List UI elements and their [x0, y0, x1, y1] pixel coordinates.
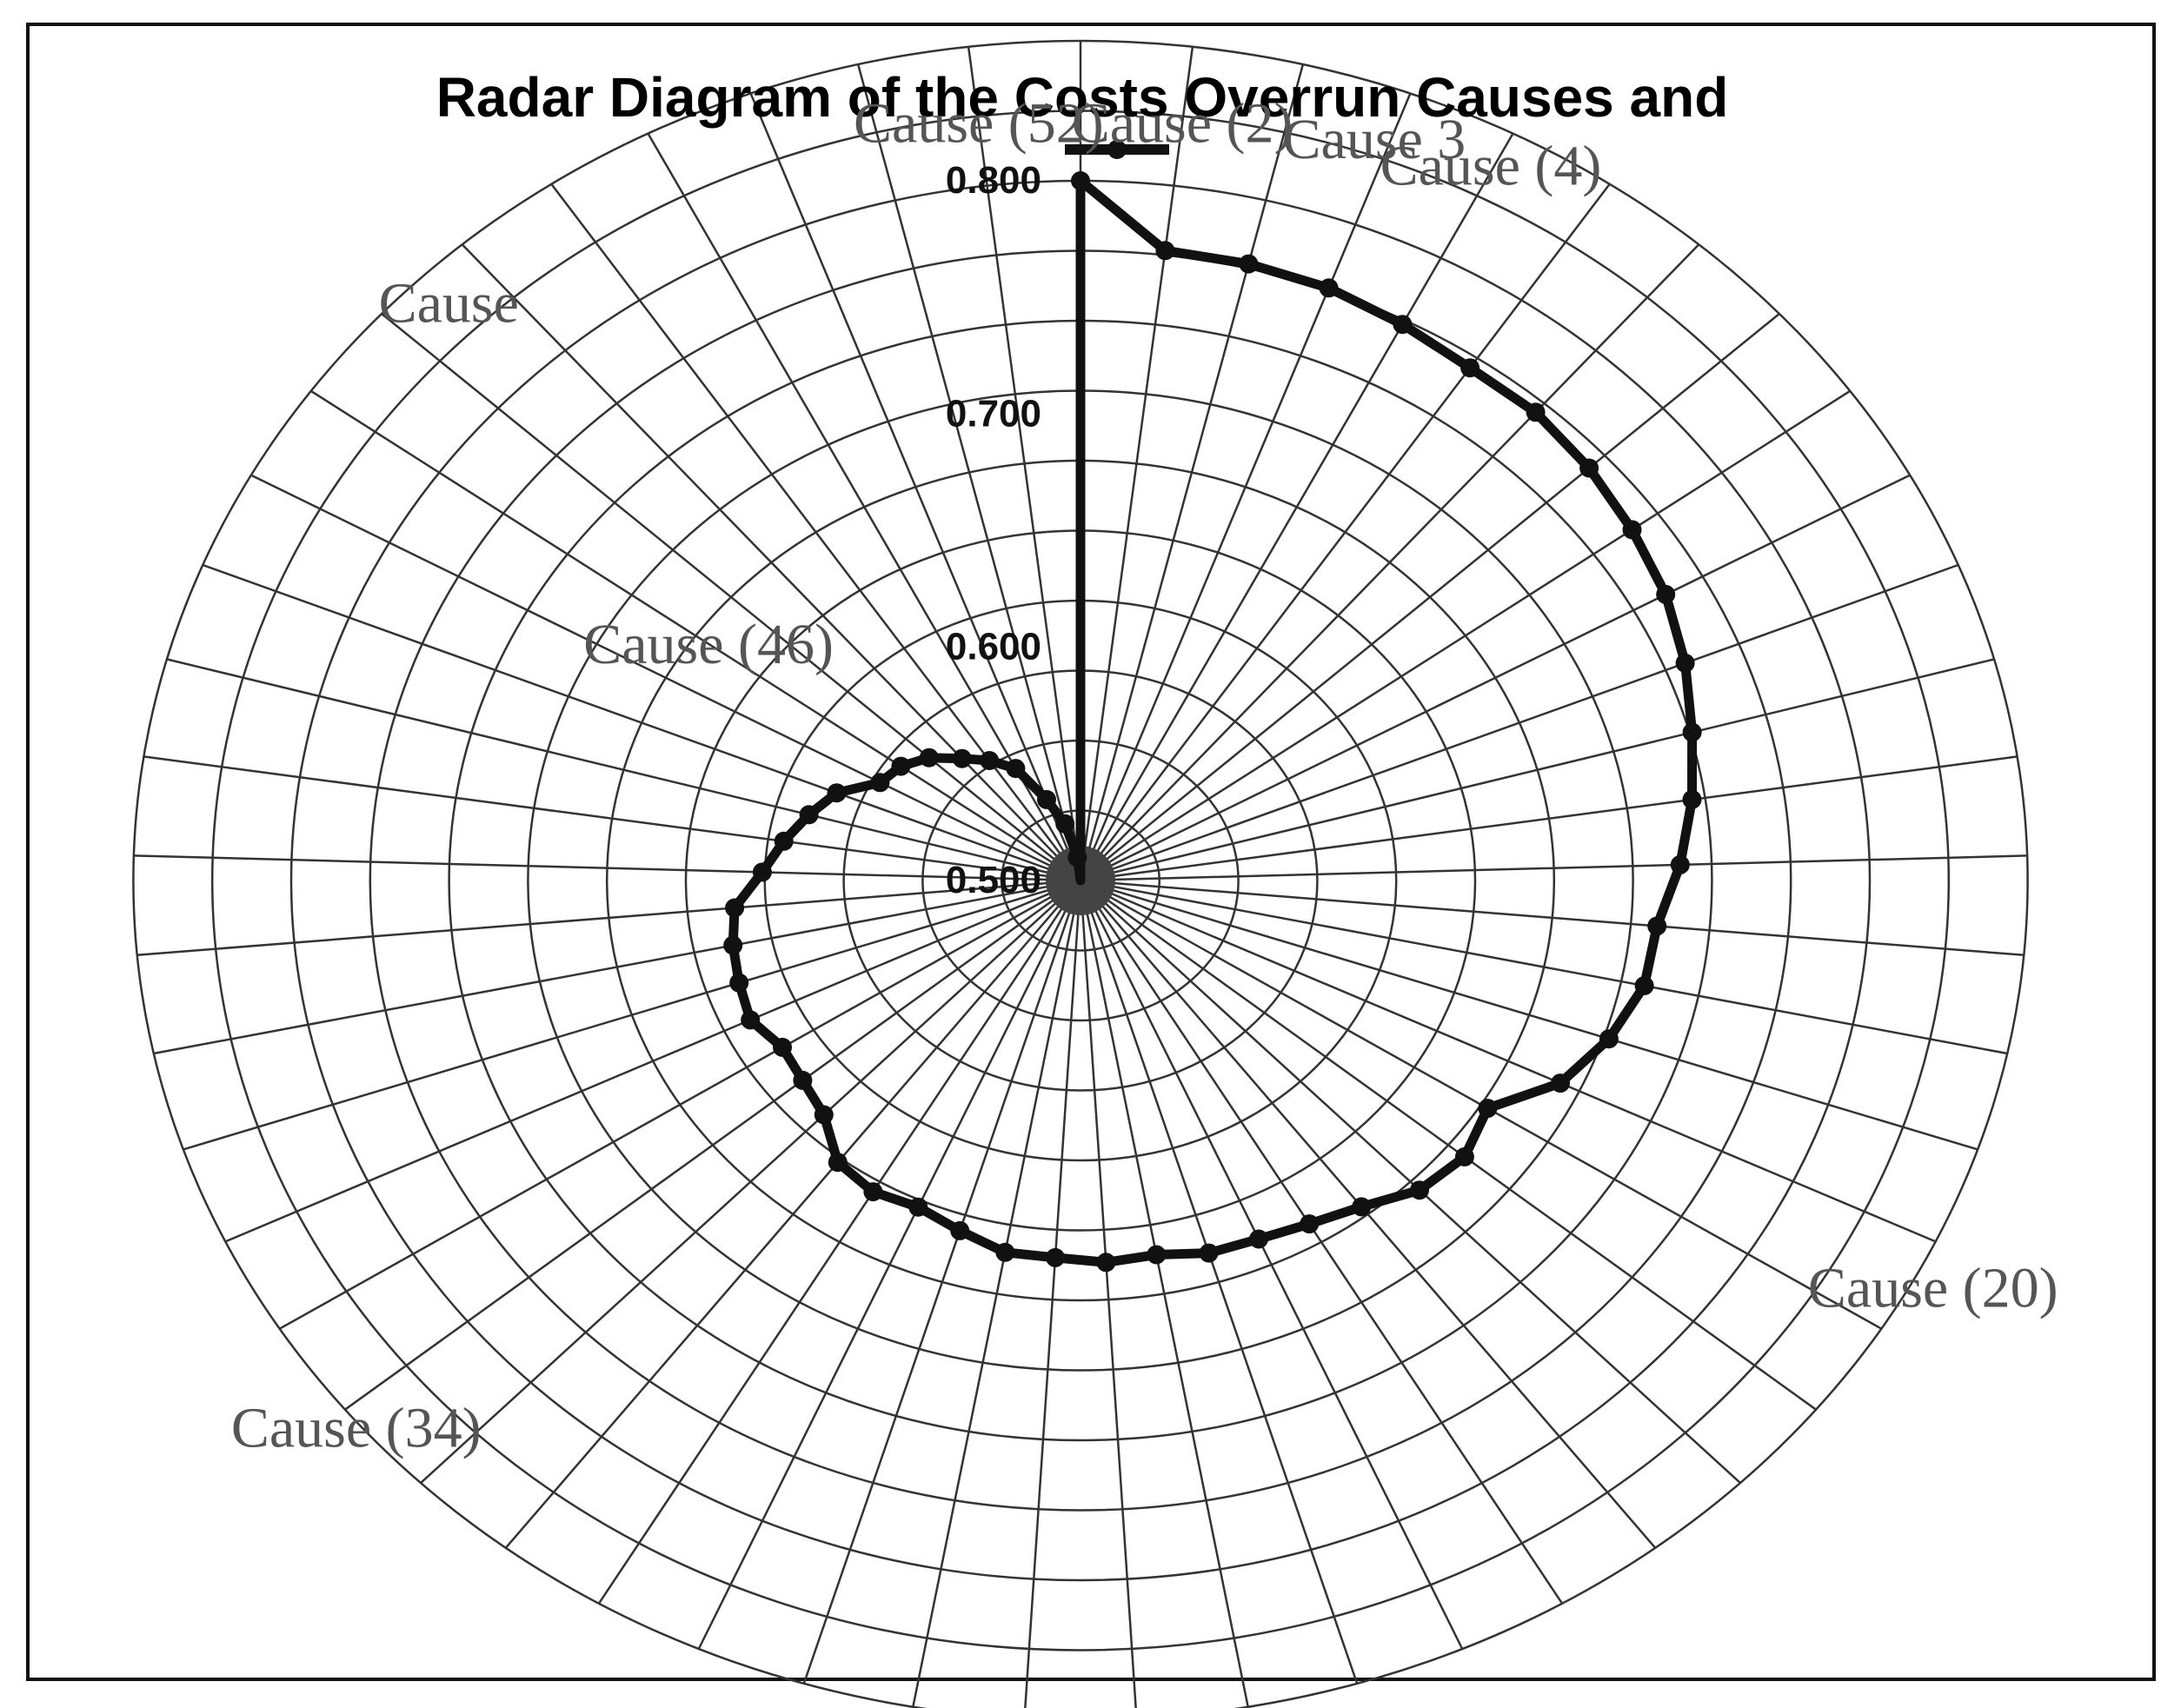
r-tick-label: 0.800 — [946, 159, 1041, 202]
data-point — [980, 751, 1000, 770]
data-point — [1478, 1099, 1498, 1119]
data-point — [773, 1037, 792, 1057]
data-point — [1551, 1073, 1570, 1093]
data-point — [1096, 1253, 1116, 1273]
data-point — [1067, 847, 1087, 867]
grid-ring — [210, 110, 1951, 1652]
data-point — [774, 831, 794, 851]
data-point — [1239, 254, 1259, 274]
data-point — [1622, 520, 1642, 540]
data-point — [729, 973, 749, 993]
grid-spoke — [1024, 880, 1082, 1708]
data-point — [1300, 1214, 1320, 1234]
data-point — [828, 1153, 848, 1173]
r-tick-label: 0.700 — [946, 392, 1041, 435]
r-tick-label: 0.600 — [946, 626, 1041, 668]
data-point — [827, 783, 847, 803]
data-point — [1460, 358, 1480, 378]
data-point — [1393, 315, 1413, 335]
data-point — [793, 1070, 813, 1090]
data-series — [723, 171, 1702, 1273]
data-point — [1046, 1247, 1065, 1267]
data-point — [952, 748, 972, 768]
data-point — [870, 773, 890, 793]
data-point — [1199, 1243, 1219, 1263]
data-point — [995, 1242, 1015, 1262]
data-point — [814, 1105, 834, 1125]
data-point — [1055, 814, 1075, 834]
data-point — [1682, 789, 1702, 809]
data-point — [1647, 916, 1667, 936]
data-point — [1599, 1029, 1619, 1049]
category-label: Cause (46) — [583, 613, 834, 676]
data-point — [1410, 1180, 1429, 1200]
data-point — [1526, 402, 1546, 422]
r-tick-label: 0.500 — [946, 859, 1041, 901]
legend — [1065, 140, 1169, 159]
data-point — [1675, 653, 1695, 673]
data-point — [752, 862, 772, 882]
series-line — [728, 176, 1698, 1267]
data-point — [741, 1010, 761, 1030]
data-point — [1249, 1229, 1268, 1249]
data-point — [1352, 1197, 1372, 1217]
data-point — [1656, 584, 1676, 604]
data-point — [1670, 854, 1690, 874]
data-point — [1006, 759, 1026, 779]
data-point — [891, 756, 911, 776]
category-label: Cause (4) — [1380, 135, 1602, 198]
data-point — [1147, 1245, 1167, 1265]
category-label: Cause 3 — [1283, 108, 1466, 171]
category-label: Cause (2) — [1072, 92, 1293, 156]
grid-spoke — [1079, 880, 1137, 1708]
legend-marker — [1107, 140, 1127, 159]
data-point — [919, 748, 939, 768]
category-label: Cause (20) — [1808, 1256, 2058, 1319]
data-point — [908, 1197, 928, 1217]
data-point — [723, 935, 743, 955]
data-point — [1037, 789, 1056, 809]
data-point — [863, 1182, 883, 1202]
grid-ring — [132, 40, 2029, 1708]
data-point — [1634, 976, 1654, 995]
category-label: Cause (34) — [231, 1397, 482, 1460]
radial-tick-labels: 0.500 0.600 0.700 0.800 — [946, 159, 1041, 901]
data-point — [1579, 458, 1599, 478]
chart-title: Radar Diagram of the Costs Overrun Cause… — [436, 66, 1729, 129]
data-point — [1682, 722, 1702, 742]
data-point — [1319, 278, 1339, 298]
category-label: Cause (52) — [854, 92, 1104, 156]
data-point — [1454, 1146, 1474, 1166]
data-point — [1155, 241, 1175, 261]
data-point — [1071, 171, 1090, 190]
data-point — [950, 1220, 970, 1240]
data-point — [799, 805, 819, 825]
data-point — [725, 898, 745, 918]
category-label: Cause — [379, 271, 519, 335]
